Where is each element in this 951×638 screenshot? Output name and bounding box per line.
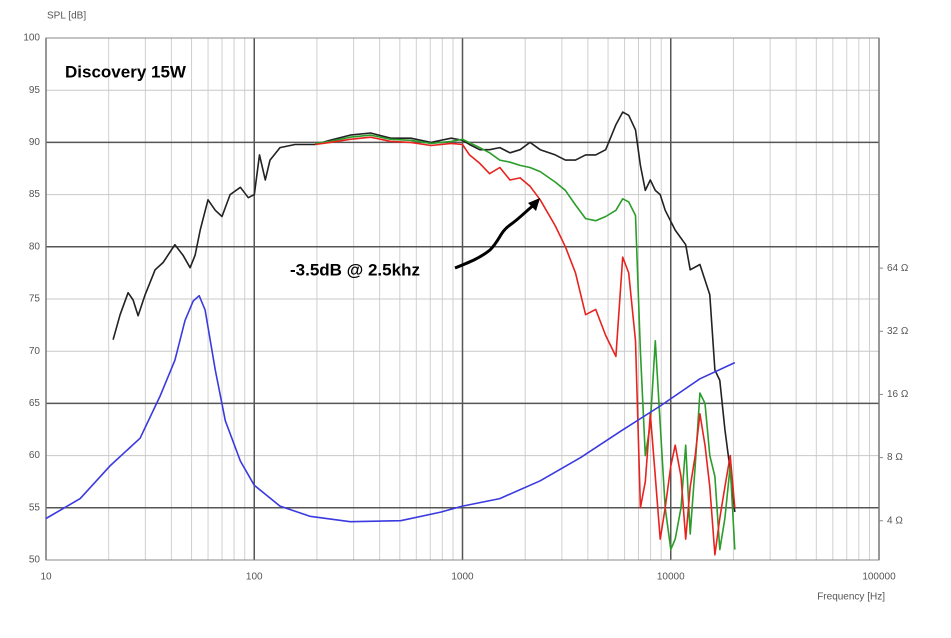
y-tick-label: 85: [29, 189, 41, 200]
y2-tick-label: 8 Ω: [887, 452, 903, 463]
x-axis-label: Frequency [Hz]: [817, 592, 885, 603]
x-tick-label: 10: [40, 572, 52, 583]
y-tick-label: 100: [23, 33, 40, 44]
y-tick-label: 70: [29, 346, 41, 357]
x-tick-label: 100: [246, 572, 263, 583]
y2-tick-label: 4 Ω: [887, 515, 903, 526]
chart-title: Discovery 15W: [65, 62, 187, 81]
y-tick-label: 65: [29, 398, 41, 409]
y-tick-label: 75: [29, 294, 41, 305]
y-tick-label: 55: [29, 502, 41, 513]
arrow-head: [528, 198, 540, 211]
y2-tick-label: 64 Ω: [887, 263, 909, 274]
y2-tick-label: 32 Ω: [887, 326, 909, 337]
annotation: -3.5dB @ 2.5khz: [290, 260, 420, 279]
series-line: [45, 294, 736, 523]
lines: [45, 111, 736, 556]
x-tick-label: 10000: [657, 572, 685, 583]
y-tick-label: 60: [29, 450, 41, 461]
y-tick-label: 50: [29, 555, 41, 566]
y-tick-label: 95: [29, 85, 41, 96]
y-tick-label: 90: [29, 137, 41, 148]
y2-tick-label: 16 Ω: [887, 389, 909, 400]
annotation-arrow: [454, 202, 536, 270]
series-line: [112, 111, 736, 513]
y-axis-label: SPL [dB]: [47, 11, 86, 22]
x-tick-label: 100000: [862, 572, 896, 583]
series-line: [314, 136, 736, 556]
y-tick-label: 80: [29, 241, 41, 252]
grid: [45, 37, 880, 561]
x-tick-label: 1000: [451, 572, 474, 583]
plot-border: [45, 37, 880, 561]
